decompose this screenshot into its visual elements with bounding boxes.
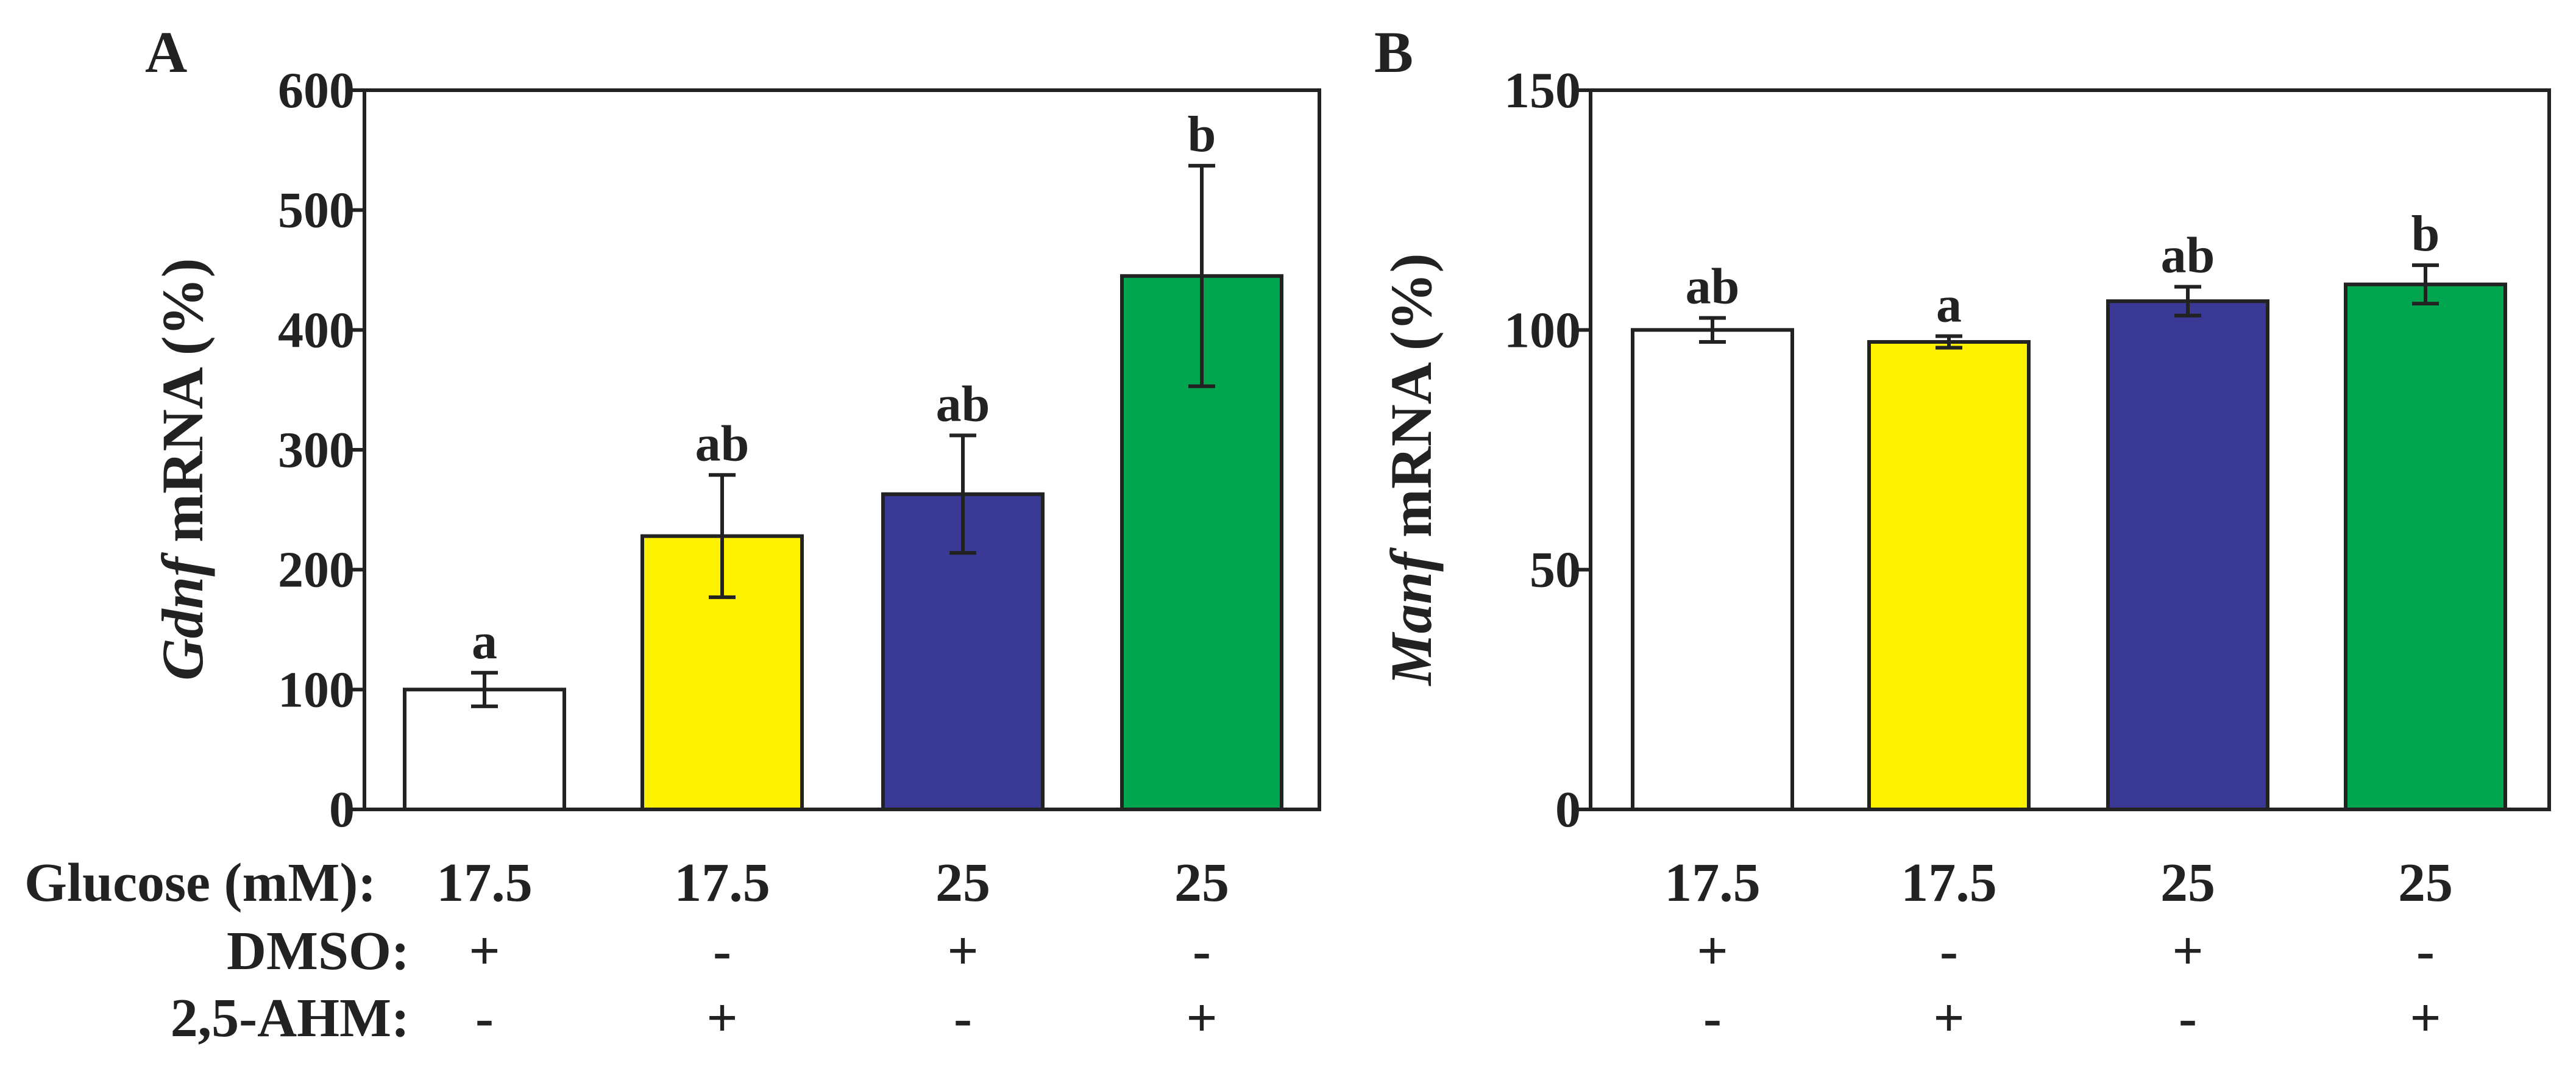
y-axis-label-b-gene: Manf <box>1378 547 1444 687</box>
significance-label-a-2: ab <box>695 415 750 472</box>
plot-frame-b <box>1589 88 2551 811</box>
y-tick-label-a-100: 100 <box>278 661 355 718</box>
ahm-value-b-4: + <box>2410 988 2441 1048</box>
ahm-value-b-3: - <box>2179 988 2197 1048</box>
row-label-glucose: Glucose (mM): <box>24 853 376 913</box>
y-axis-label-a: Gdnf mRNA (%) <box>150 258 215 680</box>
dmso-value-b-2: - <box>1940 921 1958 981</box>
ahm-value-a-3: - <box>954 988 972 1048</box>
glucose-value-a-1: 17.5 <box>436 853 533 913</box>
y-axis-label-b-unit: mRNA (%) <box>1378 253 1444 552</box>
significance-label-a-1: a <box>472 613 497 670</box>
y-tick-label-b-100: 100 <box>1504 302 1581 358</box>
ahm-value-a-2: + <box>706 988 737 1048</box>
y-tick-label-a-600: 600 <box>278 62 355 119</box>
dmso-value-a-1: + <box>469 921 500 981</box>
glucose-value-b-4: 25 <box>2398 853 2453 913</box>
significance-label-b-3: ab <box>2161 227 2215 284</box>
significance-label-a-4: b <box>1188 106 1216 163</box>
dmso-value-a-2: - <box>713 921 731 981</box>
row-label-ahm: 2,5-AHM: <box>171 988 410 1048</box>
glucose-value-a-3: 25 <box>935 853 990 913</box>
bar-b-2 <box>1867 340 2031 811</box>
bar-a-1 <box>403 688 566 812</box>
dmso-value-b-3: + <box>2172 921 2203 981</box>
row-label-dmso: DMSO: <box>227 921 410 981</box>
panel-letter-a: A <box>145 20 187 85</box>
y-tick-label-b-150: 150 <box>1504 62 1581 119</box>
y-axis-label-a-unit: mRNA (%) <box>150 258 215 557</box>
ahm-value-b-2: + <box>1933 988 1964 1048</box>
dmso-value-b-4: - <box>2416 921 2435 981</box>
significance-label-b-2: a <box>1936 277 1962 333</box>
condition-table: Glucose (mM): DMSO: 2,5-AHM: 17.5 + - 17.5 -… <box>24 853 2453 1048</box>
ahm-value-a-4: + <box>1186 988 1217 1048</box>
y-tick-label-a-500: 500 <box>278 182 355 239</box>
y-tick-label-a-0: 0 <box>329 781 355 838</box>
ahm-value-a-1: - <box>475 988 494 1048</box>
glucose-value-a-2: 17.5 <box>674 853 770 913</box>
y-tick-label-b-0: 0 <box>1555 781 1581 838</box>
dmso-value-a-3: + <box>947 921 978 981</box>
y-tick-label-b-50: 50 <box>1530 542 1581 599</box>
glucose-value-b-1: 17.5 <box>1664 853 1761 913</box>
significance-label-a-3: ab <box>936 375 990 432</box>
y-tick-label-a-200: 200 <box>278 542 355 599</box>
ahm-value-b-1: - <box>1703 988 1722 1048</box>
panel-letter-b: B <box>1374 20 1413 85</box>
glucose-value-b-2: 17.5 <box>1901 853 1997 913</box>
significance-label-b-4: b <box>2411 205 2440 262</box>
glucose-value-b-3: 25 <box>2160 853 2215 913</box>
dmso-value-a-4: - <box>1193 921 1211 981</box>
y-axis-label-b: Manf mRNA (%) <box>1378 253 1444 686</box>
y-tick-label-a-400: 400 <box>278 302 355 358</box>
dmso-value-b-1: + <box>1697 921 1728 981</box>
bar-b-4 <box>2344 282 2507 812</box>
panel-a: A Gdnf mRNA (%) 0 100 200 300 400 500 600 a ab ab… <box>145 20 1321 838</box>
y-axis-label-a-gene: Gdnf <box>150 552 215 681</box>
bar-b-3 <box>2106 299 2269 811</box>
panel-b: B Manf mRNA (%) 0 50 100 150 ab a ab b <box>1374 20 2551 838</box>
glucose-value-a-4: 25 <box>1174 853 1229 913</box>
bar-b-1 <box>1631 328 1794 811</box>
y-tick-label-a-300: 300 <box>278 422 355 478</box>
significance-label-b-1: ab <box>1686 258 1740 315</box>
